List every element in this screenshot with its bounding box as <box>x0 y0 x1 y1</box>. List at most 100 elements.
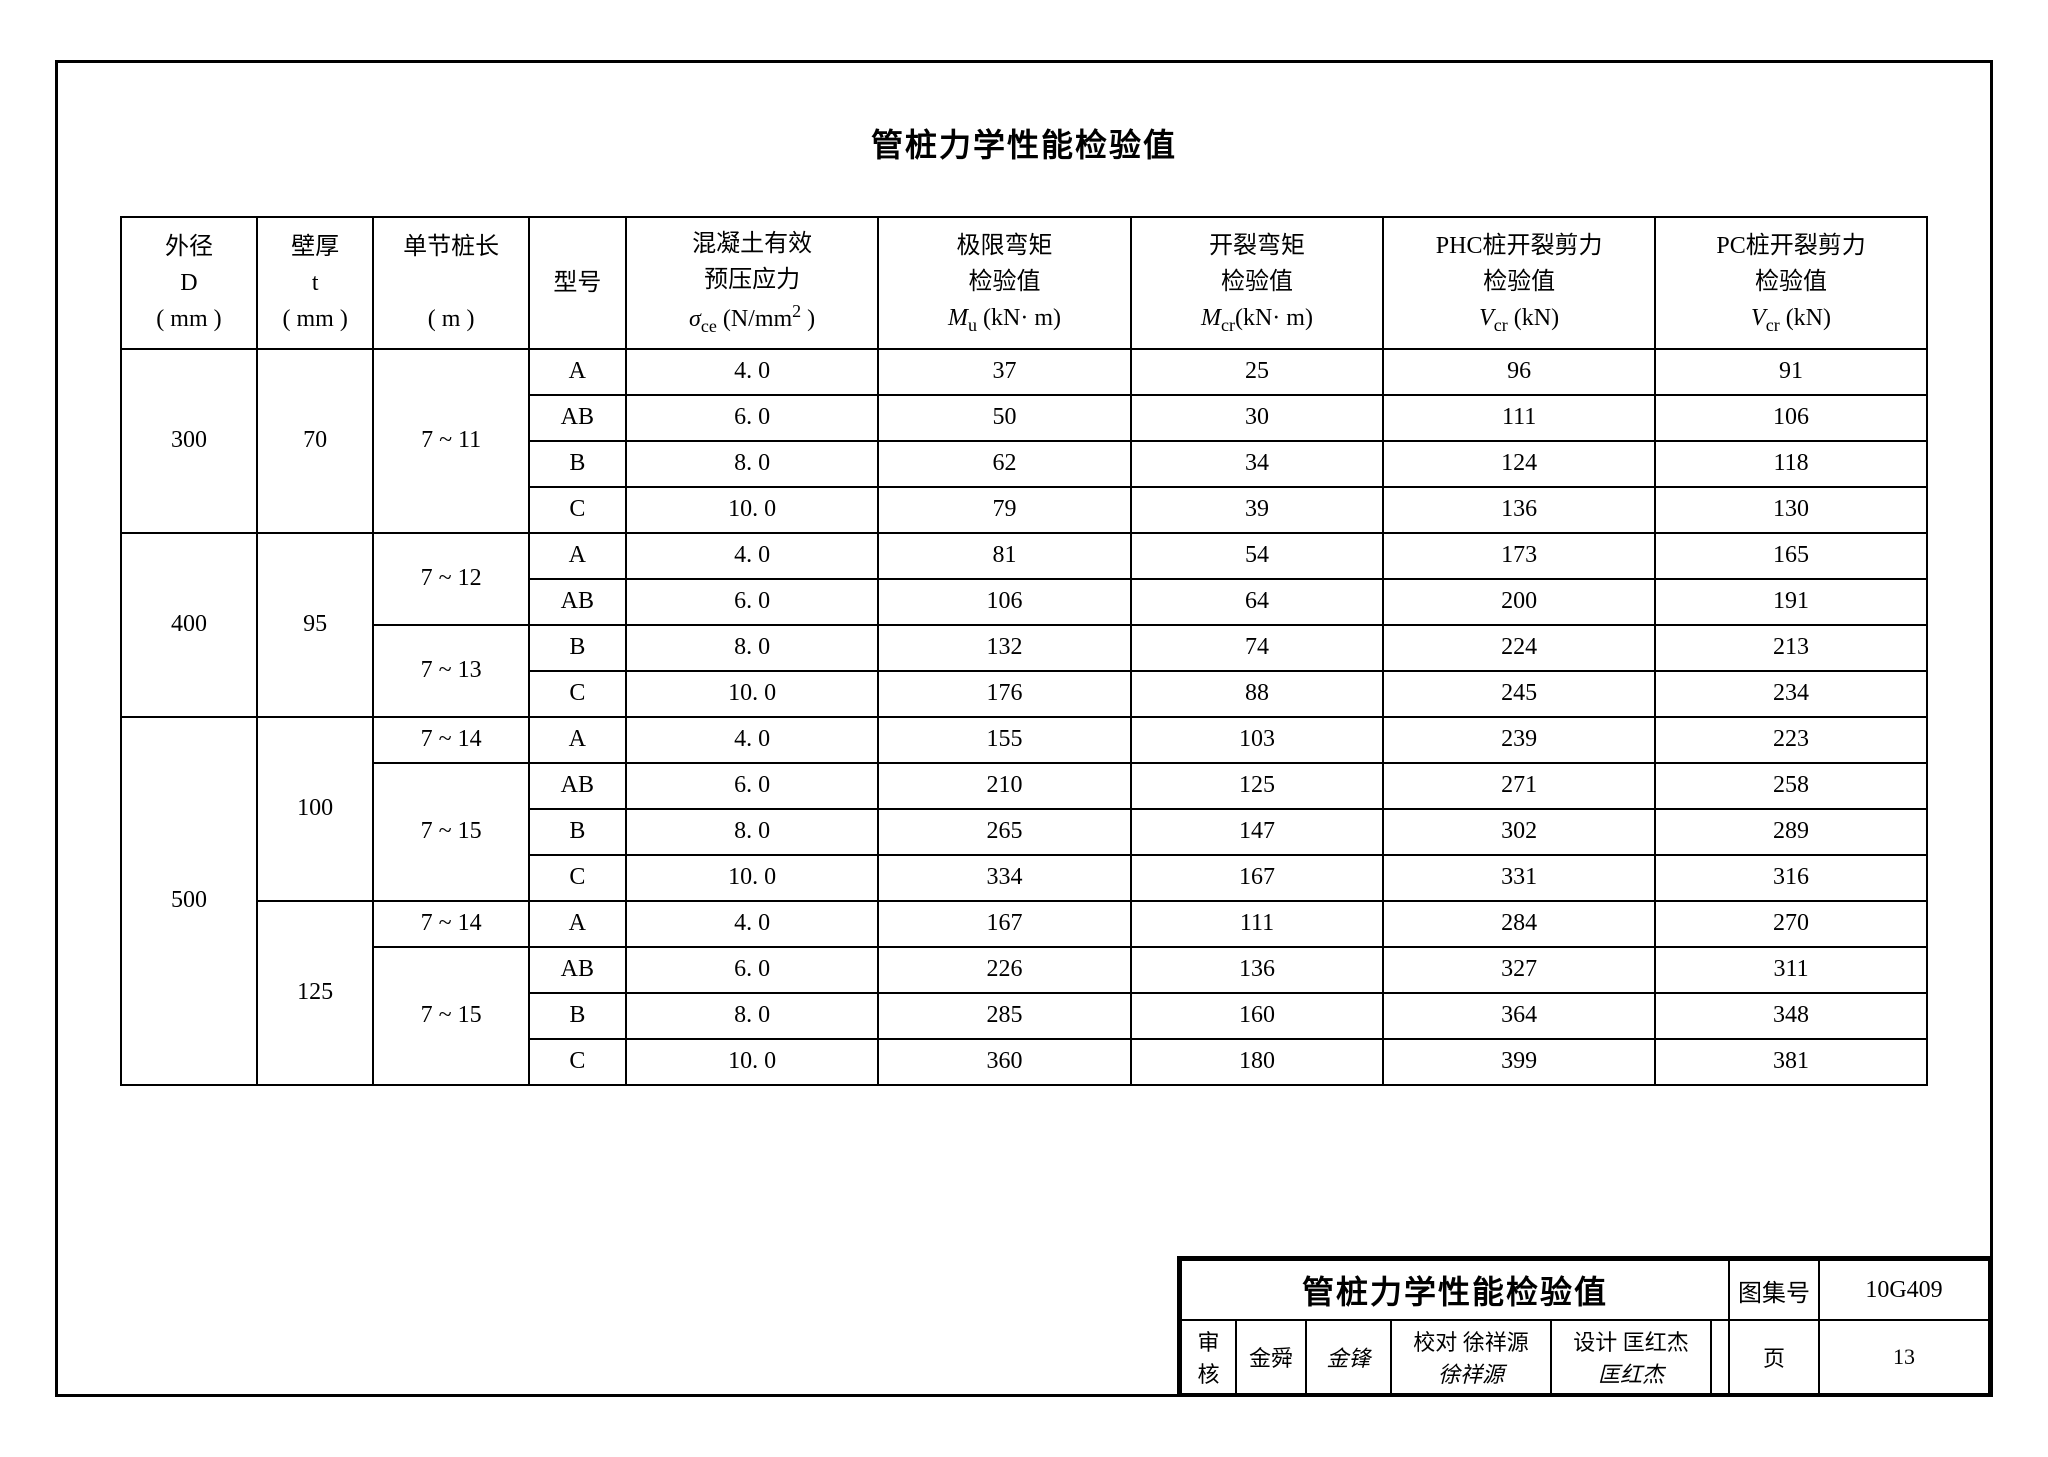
review-label: 审核 <box>1181 1320 1236 1394</box>
cell-Vpc: 223 <box>1655 717 1927 763</box>
cell-Mu: 285 <box>878 993 1130 1039</box>
col-Vphc: PHC桩开裂剪力 检验值 Vcr (kN) <box>1383 217 1655 349</box>
cell-type: B <box>529 441 626 487</box>
cell-Mu: 81 <box>878 533 1130 579</box>
cell-Vphc: 331 <box>1383 855 1655 901</box>
cell-sigma: 6. 0 <box>626 579 878 625</box>
table-row: 1257 ~ 14A4. 0167111284270 <box>121 901 1927 947</box>
table-row: 400957 ~ 12A4. 08154173165 <box>121 533 1927 579</box>
table-row: 7 ~ 15AB6. 0226136327311 <box>121 947 1927 993</box>
cell-type: A <box>529 349 626 395</box>
cell-Mu: 265 <box>878 809 1130 855</box>
table-row: 7 ~ 15AB6. 0210125271258 <box>121 763 1927 809</box>
col-type: 型号 <box>529 217 626 349</box>
cell-sigma: 4. 0 <box>626 717 878 763</box>
cell-Mu: 79 <box>878 487 1130 533</box>
tuji-value: 10G409 <box>1819 1260 1989 1320</box>
cell-sigma: 8. 0 <box>626 809 878 855</box>
cell-sigma: 8. 0 <box>626 441 878 487</box>
cell-sigma: 8. 0 <box>626 993 878 1039</box>
check-cell: 校对 徐祥源 徐祥源 <box>1391 1320 1551 1394</box>
cell-Vpc: 270 <box>1655 901 1927 947</box>
cell-Vpc: 165 <box>1655 533 1927 579</box>
cell-t: 70 <box>257 349 374 533</box>
cell-type: C <box>529 1039 626 1085</box>
cell-Vphc: 271 <box>1383 763 1655 809</box>
cell-Vphc: 284 <box>1383 901 1655 947</box>
cell-sigma: 10. 0 <box>626 1039 878 1085</box>
table-row: 7 ~ 13B8. 013274224213 <box>121 625 1927 671</box>
cell-Mcr: 147 <box>1131 809 1383 855</box>
cell-Mcr: 39 <box>1131 487 1383 533</box>
cell-Vphc: 111 <box>1383 395 1655 441</box>
cell-type: AB <box>529 579 626 625</box>
cell-Mu: 334 <box>878 855 1130 901</box>
cell-Mcr: 160 <box>1131 993 1383 1039</box>
cell-sigma: 4. 0 <box>626 901 878 947</box>
cell-type: A <box>529 717 626 763</box>
cell-Vphc: 124 <box>1383 441 1655 487</box>
cell-Mcr: 25 <box>1131 349 1383 395</box>
cell-Mcr: 88 <box>1131 671 1383 717</box>
cell-Mu: 167 <box>878 901 1130 947</box>
design-cell: 设计 匡红杰 匡红杰 <box>1551 1320 1711 1394</box>
page-label: 页 <box>1729 1320 1819 1394</box>
cell-type: B <box>529 809 626 855</box>
cell-t: 100 <box>257 717 374 901</box>
cell-t: 125 <box>257 901 374 1085</box>
main-table: 外径 D ( mm ) 壁厚 t ( mm ) 单节桩长 ( m ) 型号 <box>120 216 1928 1086</box>
cell-Vphc: 399 <box>1383 1039 1655 1085</box>
cell-Mu: 176 <box>878 671 1130 717</box>
cell-L: 7 ~ 14 <box>373 717 528 763</box>
cell-L: 7 ~ 14 <box>373 901 528 947</box>
cell-D: 300 <box>121 349 257 533</box>
cell-L: 7 ~ 15 <box>373 763 528 901</box>
cell-type: C <box>529 855 626 901</box>
content: 管桩力学性能检验值 外径 D ( mm ) 壁厚 t ( mm ) 单节桩长 <box>120 120 1928 1086</box>
cell-sigma: 6. 0 <box>626 763 878 809</box>
tuji-label: 图集号 <box>1729 1260 1819 1320</box>
col-L: 单节桩长 ( m ) <box>373 217 528 349</box>
cell-L: 7 ~ 12 <box>373 533 528 625</box>
cell-Mcr: 125 <box>1131 763 1383 809</box>
cell-Vphc: 302 <box>1383 809 1655 855</box>
cell-Vpc: 258 <box>1655 763 1927 809</box>
cell-type: B <box>529 625 626 671</box>
cell-Mcr: 34 <box>1131 441 1383 487</box>
cell-Vpc: 213 <box>1655 625 1927 671</box>
cell-Mcr: 111 <box>1131 901 1383 947</box>
cell-type: C <box>529 671 626 717</box>
cell-Vpc: 106 <box>1655 395 1927 441</box>
cell-Vpc: 91 <box>1655 349 1927 395</box>
cell-Vphc: 239 <box>1383 717 1655 763</box>
cell-Mcr: 74 <box>1131 625 1383 671</box>
cell-Vphc: 364 <box>1383 993 1655 1039</box>
cell-type: AB <box>529 763 626 809</box>
cell-Vpc: 130 <box>1655 487 1927 533</box>
cell-Mu: 132 <box>878 625 1130 671</box>
cell-type: B <box>529 993 626 1039</box>
cell-Mcr: 180 <box>1131 1039 1383 1085</box>
cell-sigma: 4. 0 <box>626 533 878 579</box>
cell-Vphc: 173 <box>1383 533 1655 579</box>
cell-sigma: 10. 0 <box>626 487 878 533</box>
table-row: 300707 ~ 11A4. 037259691 <box>121 349 1927 395</box>
cell-Mu: 155 <box>878 717 1130 763</box>
cell-Mcr: 136 <box>1131 947 1383 993</box>
cell-type: A <box>529 533 626 579</box>
col-t: 壁厚 t ( mm ) <box>257 217 374 349</box>
cell-Mu: 210 <box>878 763 1130 809</box>
cell-type: AB <box>529 395 626 441</box>
cell-sigma: 8. 0 <box>626 625 878 671</box>
col-Vpc: PC桩开裂剪力 检验值 Vcr (kN) <box>1655 217 1927 349</box>
col-Mu: 极限弯矩 检验值 Mu (kN· m) <box>878 217 1130 349</box>
cell-sigma: 6. 0 <box>626 947 878 993</box>
cell-D: 400 <box>121 533 257 717</box>
col-D: 外径 D ( mm ) <box>121 217 257 349</box>
cell-Mu: 37 <box>878 349 1130 395</box>
cell-sigma: 4. 0 <box>626 349 878 395</box>
cell-sigma: 10. 0 <box>626 671 878 717</box>
cell-type: A <box>529 901 626 947</box>
cell-D: 500 <box>121 717 257 1085</box>
col-Mcr: 开裂弯矩 检验值 Mcr(kN· m) <box>1131 217 1383 349</box>
